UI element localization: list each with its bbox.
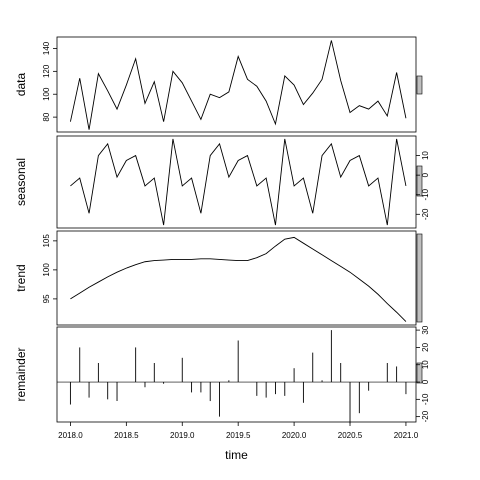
y-tick-label: 105 <box>42 234 51 248</box>
series-line <box>70 138 407 226</box>
y-axis-label: seasonal <box>14 158 28 206</box>
scale-bar <box>416 75 423 95</box>
y-tick-label: 120 <box>42 64 51 78</box>
y-tick-label: 0 <box>421 172 430 177</box>
y-tick-label: 95 <box>42 294 51 303</box>
y-tick-label: 10 <box>421 151 430 160</box>
y-tick-label: -10 <box>421 393 430 405</box>
scale-bar <box>416 233 423 323</box>
y-tick-label: 140 <box>42 41 51 55</box>
series-line <box>69 40 407 130</box>
x-tick-label: 2020.0 <box>282 431 307 440</box>
y-tick-label: -20 <box>421 208 430 220</box>
x-axis-label: time <box>225 448 248 462</box>
panel-frame <box>56 36 417 133</box>
y-axis-label: data <box>14 72 28 96</box>
x-tick-label: 2019.5 <box>226 431 251 440</box>
y-tick-label: 80 <box>42 112 51 121</box>
y-tick-label: 10 <box>421 360 430 369</box>
x-tick-label: 2018.5 <box>114 431 139 440</box>
x-tick-label: 2021.0 <box>394 431 419 440</box>
y-axis-label: remainder <box>14 347 28 401</box>
y-tick-label: 20 <box>421 342 430 351</box>
y-tick-label: -10 <box>421 188 430 200</box>
y-tick-label: -20 <box>421 410 430 422</box>
scale-bar <box>416 362 423 384</box>
series-line <box>70 236 407 322</box>
panel-frame <box>56 230 417 326</box>
y-tick-label: 30 <box>421 325 430 334</box>
y-axis-label: trend <box>14 264 28 291</box>
x-tick-label: 2020.5 <box>338 431 363 440</box>
y-tick-label: 100 <box>42 263 51 277</box>
scale-bar <box>416 165 423 197</box>
panel-frame <box>56 135 417 229</box>
x-tick-label: 2018.0 <box>58 431 83 440</box>
x-tick-label: 2019.0 <box>170 431 195 440</box>
y-tick-label: 0 <box>421 379 430 384</box>
y-tick-label: 100 <box>42 87 51 101</box>
panel-frame <box>56 326 417 423</box>
